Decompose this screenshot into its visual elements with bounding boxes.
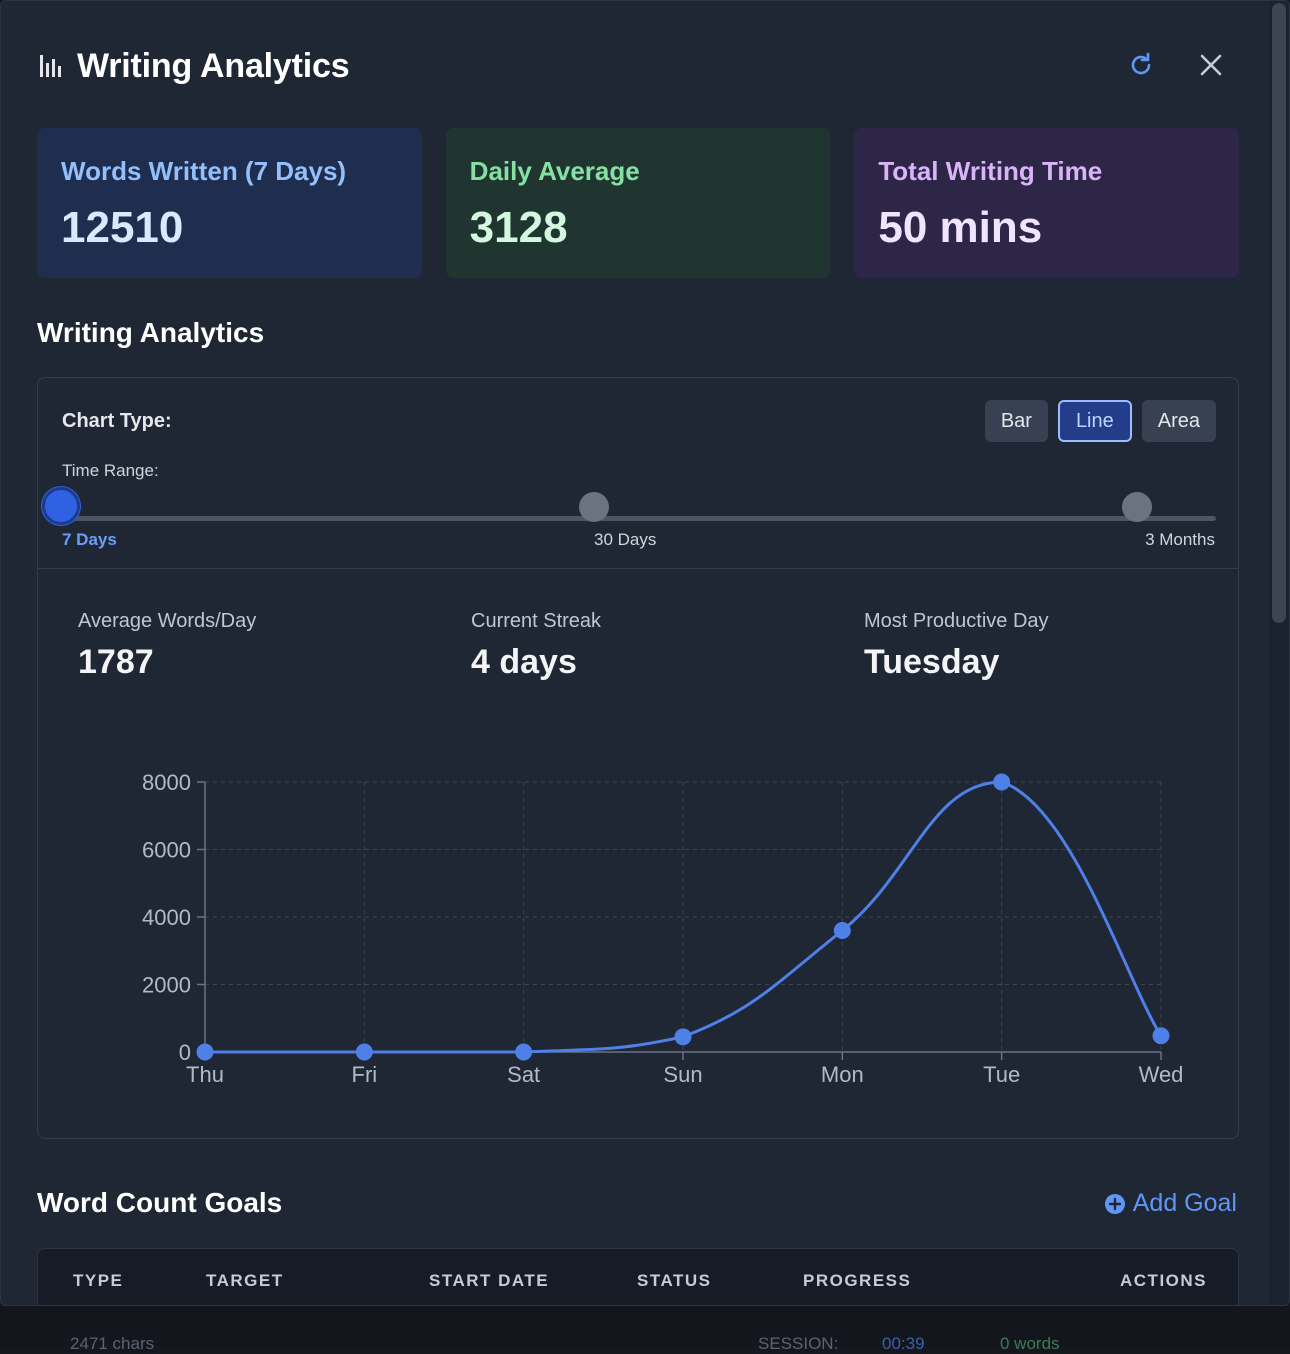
writing-time-card: Total Writing Time 50 mins (854, 128, 1240, 278)
modal-scrollbar[interactable] (1269, 1, 1289, 1305)
x-tick-label: Sat (507, 1062, 540, 1087)
chart-type-label: Chart Type: (62, 410, 172, 432)
card-label: Total Writing Time (878, 156, 1103, 186)
data-point (515, 1043, 533, 1061)
slider-stop-3-months[interactable] (1122, 492, 1152, 522)
data-point (993, 773, 1011, 791)
card-value: 3128 (469, 203, 568, 252)
column-header-target[interactable]: TARGET (206, 1271, 284, 1290)
stat-value: 1787 (78, 643, 154, 681)
plus-circle-icon (1104, 1193, 1125, 1214)
modal-title: Writing Analytics (77, 46, 350, 85)
y-tick-label: 2000 (142, 973, 191, 998)
time-range-label: Time Range: (62, 461, 159, 480)
stat-value: 4 days (471, 643, 577, 681)
chart-type-bar-button[interactable]: Bar (984, 400, 1048, 442)
editor-status-bar: 2471 chars SESSION: 00:39 0 words (0, 1306, 1290, 1353)
card-value: 50 mins (878, 203, 1043, 252)
panel-divider (38, 568, 1238, 569)
x-tick-label: Thu (186, 1062, 224, 1087)
slider-stop-30-days[interactable] (579, 492, 609, 522)
analytics-modal: Writing Analytics Words Written (7 Days)… (0, 0, 1290, 1306)
time-range-slider[interactable] (62, 516, 1216, 521)
column-header-actions[interactable]: ACTIONS (1120, 1271, 1207, 1290)
words-written-card: Words Written (7 Days) 12510 (37, 128, 422, 278)
y-tick-label: 8000 (142, 770, 191, 795)
scroll-thumb[interactable] (1272, 3, 1286, 623)
goals-table-header: TYPE TARGET START DATE STATUS PROGRESS A… (37, 1248, 1239, 1305)
y-tick-label: 0 (179, 1040, 191, 1065)
session-time: 00:39 (882, 1334, 925, 1353)
stat-most-productive-day: Most Productive Day Tuesday (864, 610, 1049, 682)
card-label: Daily Average (469, 156, 640, 186)
column-header-type[interactable]: TYPE (73, 1271, 124, 1290)
y-tick-label: 6000 (142, 838, 191, 863)
data-point (355, 1043, 373, 1061)
time-range-option-3-months[interactable]: 3 Months (1145, 530, 1215, 549)
add-goal-button[interactable]: Add Goal (1104, 1189, 1237, 1218)
x-tick-label: Fri (352, 1062, 378, 1087)
time-range-option-7-days[interactable]: 7 Days (62, 530, 117, 549)
goals-section-title: Word Count Goals (37, 1187, 283, 1218)
stat-label: Average Words/Day (78, 610, 257, 632)
column-header-progress[interactable]: PROGRESS (803, 1271, 912, 1290)
data-point (1152, 1027, 1170, 1045)
refresh-button[interactable] (1123, 47, 1159, 83)
data-point (196, 1043, 214, 1061)
chart-type-selector: Bar Line Area (984, 400, 1216, 442)
words-line-chart: 0 2000 4000 6000 8000 Thu Fri Sat Sun Mon Tue Wed (142, 770, 1184, 1087)
close-button[interactable] (1193, 47, 1229, 83)
stat-average-words: Average Words/Day 1787 (78, 610, 256, 682)
stat-label: Most Productive Day (864, 610, 1049, 632)
chart-type-area-button[interactable]: Area (1141, 400, 1216, 442)
add-goal-label: Add Goal (1132, 1189, 1237, 1217)
chart-type-line-button[interactable]: Line (1057, 400, 1132, 442)
summary-cards: Words Written (7 Days) 12510 Daily Avera… (37, 128, 1240, 278)
y-tick-label: 4000 (142, 905, 191, 930)
bar-chart-icon (37, 51, 67, 81)
char-count: 2471 chars (70, 1334, 155, 1353)
card-value: 12510 (61, 203, 184, 252)
time-range-option-30-days[interactable]: 30 Days (594, 530, 657, 549)
column-header-start-date[interactable]: START DATE (429, 1271, 550, 1290)
refresh-icon (1131, 52, 1151, 75)
stat-label: Current Streak (471, 610, 602, 632)
x-tick-label: Mon (821, 1062, 864, 1087)
analytics-section-title: Writing Analytics (37, 317, 265, 348)
modal-header: Writing Analytics (37, 41, 1237, 91)
x-tick-label: Sun (663, 1062, 702, 1087)
analytics-panel: Chart Type: Bar Line Area Time Range: 7 … (37, 377, 1239, 1139)
slider-stop-7-days[interactable] (42, 487, 80, 525)
x-tick-label: Tue (983, 1062, 1020, 1087)
close-icon (1200, 54, 1222, 76)
stat-current-streak: Current Streak 4 days (471, 610, 601, 682)
word-count: 0 words (1000, 1334, 1060, 1353)
data-point (674, 1028, 692, 1046)
session-label: SESSION: (758, 1334, 839, 1353)
daily-average-card: Daily Average 3128 (445, 128, 831, 278)
x-tick-label: Wed (1139, 1062, 1184, 1087)
column-header-status[interactable]: STATUS (637, 1271, 712, 1290)
data-point (833, 922, 851, 939)
card-label: Words Written (7 Days) (61, 156, 347, 186)
stat-value: Tuesday (864, 643, 1000, 681)
